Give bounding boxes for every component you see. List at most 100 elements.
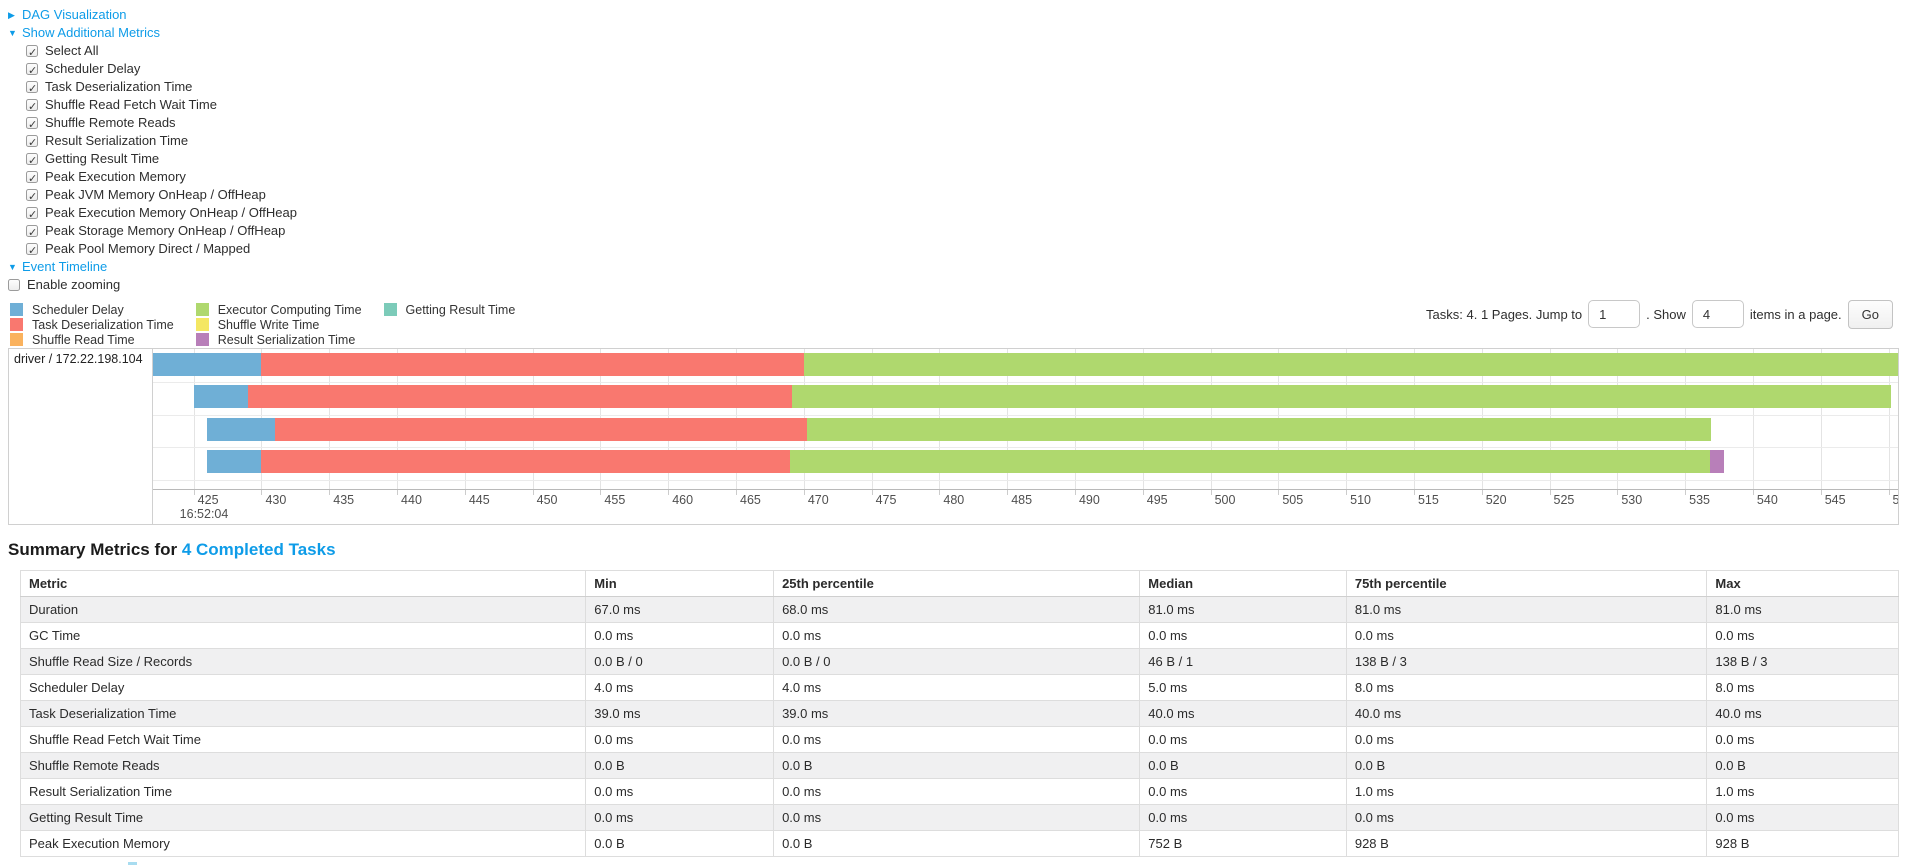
legend-band: Scheduler Delay Task Deserialization Time…	[8, 298, 1899, 348]
metric-checkbox-item: Shuffle Remote Reads	[26, 114, 1907, 134]
metric-value-cell: 0.0 ms	[1139, 778, 1347, 805]
table-row: Peak Execution Memory 0.0 B 0.0 B 752 B 928 …	[19, 830, 1899, 857]
enable-zooming-checkbox[interactable]	[8, 279, 20, 291]
timeline-bar-task-deserialization[interactable]	[275, 417, 807, 441]
timeline-group-label: driver / 172.22.198.104	[14, 352, 143, 366]
timeline-bar-scheduler-delay[interactable]	[193, 385, 248, 409]
timeline-bar-task-deserialization[interactable]	[261, 450, 791, 474]
timeline-bar-executor-computing[interactable]	[806, 417, 1711, 441]
metric-checkbox[interactable]	[26, 116, 38, 134]
table-row: Scheduler Delay 4.0 ms 4.0 ms 5.0 ms 8.0 ms 8…	[19, 674, 1899, 701]
timeline-bar-task-deserialization[interactable]	[261, 353, 804, 376]
timeline-bar-scheduler-delay[interactable]	[207, 417, 276, 441]
metric-value-cell: 81.0 ms	[1345, 596, 1708, 623]
metric-value-cell: 138 B / 3	[1345, 648, 1708, 675]
timeline-bar-scheduler-delay[interactable]	[153, 353, 262, 376]
axis-tick-mark	[1685, 490, 1687, 495]
timeline-legend: Scheduler Delay Task Deserialization Time…	[10, 302, 515, 347]
axis-tick-label: 480	[943, 493, 965, 507]
metric-checkbox[interactable]	[26, 134, 38, 152]
items-per-page-input[interactable]	[1691, 300, 1744, 328]
metric-value-cell: 138 B / 3	[1706, 648, 1899, 675]
legend-item: Shuffle Write Time	[195, 317, 362, 332]
metric-checkbox-label: Peak Execution Memory OnHeap / OffHeap	[45, 205, 297, 220]
metric-checkbox[interactable]	[26, 152, 38, 170]
axis-tick-mark	[1007, 490, 1009, 495]
go-button[interactable]: Go	[1847, 299, 1893, 329]
metric-checkbox[interactable]	[26, 80, 38, 98]
shuffle-read-swatch-icon	[10, 333, 23, 346]
metric-checkbox[interactable]	[26, 188, 38, 206]
axis-tick-label: 495	[1146, 493, 1168, 507]
task-deserialization-swatch-icon	[10, 318, 23, 331]
timeline-bar-executor-computing[interactable]	[791, 385, 1892, 409]
metric-checkbox[interactable]	[26, 98, 38, 116]
metric-value-cell: 40.0 ms	[1139, 700, 1347, 727]
timeline-bar-executor-computing[interactable]	[790, 450, 1710, 474]
axis-tick-label: 430	[265, 493, 287, 507]
gridline	[1820, 349, 1822, 489]
timeline-group-column: driver / 172.22.198.104	[9, 349, 153, 524]
legend-label: Getting Result Time	[405, 302, 516, 317]
legend-label: Result Serialization Time	[217, 332, 356, 347]
axis-tick-mark	[1820, 490, 1822, 495]
metric-value-cell: 8.0 ms	[1345, 674, 1708, 701]
metric-checkbox[interactable]	[26, 170, 38, 188]
show-additional-metrics-label: Show Additional Metrics	[22, 25, 161, 40]
axis-tick-label: 490	[1078, 493, 1100, 507]
metric-value-cell: 40.0 ms	[1706, 700, 1899, 727]
axis-tick-label: 425	[197, 493, 219, 507]
metric-checkbox[interactable]	[26, 62, 38, 80]
axis-tick-label: 440	[401, 493, 422, 507]
result-serialization-swatch-icon	[195, 333, 209, 346]
timeline-row-separator	[153, 382, 1898, 383]
timeline-bar-executor-computing[interactable]	[803, 353, 1898, 376]
metric-value-cell: 752 B	[1139, 830, 1347, 857]
metric-name-cell: Shuffle Read Size / Records	[19, 648, 587, 675]
metric-checkbox-item: Getting Result Time	[26, 150, 1907, 170]
shuffle-write-swatch-icon	[195, 318, 209, 331]
timeline-bar-scheduler-delay[interactable]	[207, 450, 262, 474]
chevron-down-icon: ▼	[8, 28, 17, 38]
axis-tick-label: 520	[1485, 493, 1507, 507]
getting-result-swatch-icon	[383, 303, 397, 316]
metric-value-cell: 0.0 ms	[585, 622, 775, 649]
timeline-bar-result-serialization[interactable]	[1709, 450, 1725, 474]
legend-item: Shuffle Read Time	[10, 332, 174, 347]
metric-name-cell: Peak Execution Memory	[19, 830, 587, 857]
table-row: Result Serialization Time 0.0 ms 0.0 ms 0.0…	[19, 778, 1899, 805]
metric-value-cell: 0.0 ms	[1139, 726, 1347, 753]
metric-checkbox[interactable]	[26, 206, 38, 224]
dag-visualization-label: DAG Visualization	[22, 7, 127, 22]
metric-checkbox-label: Peak Execution Memory	[45, 169, 186, 184]
table-row: Shuffle Remote Reads 0.0 B 0.0 B 0.0 B 0.0 B…	[19, 752, 1899, 779]
chevron-down-icon: ▼	[8, 262, 17, 272]
metric-value-cell: 0.0 ms	[1706, 726, 1899, 753]
metric-value-cell: 0.0 ms	[773, 778, 1141, 805]
metric-value-cell: 8.0 ms	[1706, 674, 1899, 701]
metric-value-cell: 0.0 ms	[585, 804, 775, 831]
axis-tick-mark	[939, 490, 941, 495]
metric-value-cell: 1.0 ms	[1706, 778, 1899, 805]
event-timeline-toggle[interactable]: ▼ Event Timeline	[8, 258, 107, 276]
metric-value-cell: 5.0 ms	[1139, 674, 1347, 701]
gridline	[1752, 349, 1754, 489]
dag-visualization-toggle[interactable]: ▶ DAG Visualization	[8, 6, 127, 24]
jump-to-page-input[interactable]	[1588, 300, 1641, 328]
metric-value-cell: 81.0 ms	[1706, 596, 1899, 623]
metric-checkbox[interactable]	[26, 44, 38, 62]
table-header-row: Metric Min 25th percentile Median 75th perce…	[19, 570, 1899, 597]
metric-checkbox-label: Shuffle Read Fetch Wait Time	[45, 97, 217, 112]
metric-name-cell: Task Deserialization Time	[19, 700, 587, 727]
metric-checkbox[interactable]	[26, 224, 38, 242]
metric-checkbox-item: Select All	[26, 42, 1907, 62]
timeline-bar-task-deserialization[interactable]	[247, 385, 792, 409]
metric-checkbox[interactable]	[26, 242, 38, 260]
metric-checkbox-label: Result Serialization Time	[45, 133, 189, 148]
legend-label: Shuffle Write Time	[217, 317, 320, 332]
completed-tasks-link[interactable]: 4 Completed Tasks	[181, 540, 336, 559]
legend-item: Executor Computing Time	[195, 302, 362, 317]
axis-tick-label: 510	[1350, 493, 1372, 507]
axis-tick-mark	[397, 490, 399, 495]
show-additional-metrics-toggle[interactable]: ▼ Show Additional Metrics	[8, 24, 160, 42]
